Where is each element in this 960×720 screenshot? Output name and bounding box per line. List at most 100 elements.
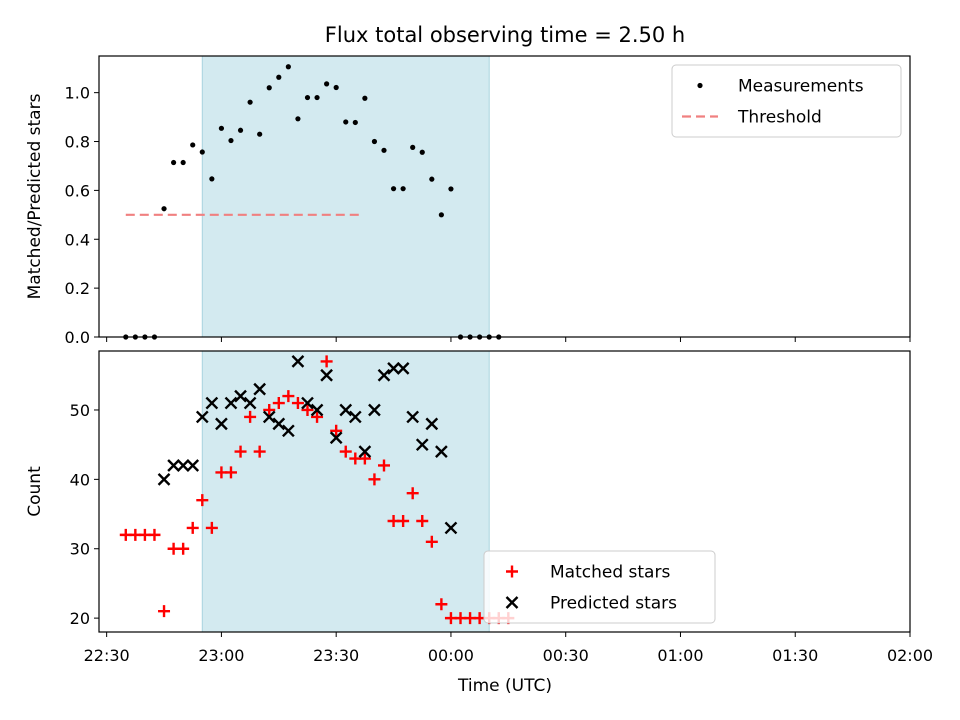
data-point: [358, 452, 371, 465]
data-point: [415, 438, 429, 452]
y-tick-label: 30: [70, 540, 90, 559]
legend-label: Matched stars: [550, 563, 670, 583]
legend: Matched stars Predicted stars: [483, 550, 716, 624]
data-point: [435, 445, 448, 458]
data-point: [348, 410, 362, 424]
data-point: [247, 99, 253, 105]
data-point: [333, 84, 339, 91]
data-point: [205, 521, 218, 534]
data-point: [263, 403, 276, 416]
data-point: [352, 119, 358, 126]
data-point: [390, 186, 397, 192]
data-point: [253, 382, 267, 396]
data-point: [425, 417, 439, 431]
x-tick-label: 02:00: [887, 646, 933, 665]
observing-window: [202, 56, 490, 337]
data-point: [329, 431, 343, 445]
y-tick-label: 1.0: [65, 84, 90, 103]
data-point: [180, 159, 186, 166]
data-point: [243, 396, 257, 410]
legend: Measurements Threshold: [671, 64, 902, 138]
legend-label: Threshold: [737, 108, 822, 128]
top-panel: 0.0 0.2 0.4 0.6 0.8 1.0 Matched/Predicted star…: [25, 55, 911, 347]
data-point: [186, 459, 200, 472]
data-point: [339, 445, 352, 458]
data-point: [301, 396, 314, 410]
data-point: [282, 390, 295, 403]
data-point: [368, 473, 381, 486]
data-point: [311, 410, 324, 423]
data-point: [257, 131, 263, 137]
data-point: [205, 396, 219, 410]
y-axis-label: Count: [25, 466, 45, 517]
data-point: [371, 138, 378, 145]
x-tick-label: 23:30: [313, 646, 359, 665]
data-point: [310, 403, 324, 417]
y-tick-label: 40: [70, 470, 90, 489]
data-point: [320, 355, 333, 368]
data-point: [190, 142, 196, 148]
bottom-panel: 20 30 40 50 22:30 23:00 23:30 00:00 00:30 01:00 01…: [25, 350, 933, 665]
data-point: [416, 514, 429, 527]
x-tick-label: 01:00: [657, 646, 703, 665]
data-point: [228, 137, 234, 144]
data-point: [295, 116, 301, 122]
legend-marker: [505, 596, 519, 609]
data-point: [253, 445, 266, 458]
data-point: [266, 85, 272, 91]
data-point: [276, 74, 282, 80]
data-point: [234, 389, 247, 403]
x-tick-label: 00:30: [543, 646, 589, 665]
y-tick-label: 50: [70, 401, 90, 420]
data-point: [272, 417, 286, 431]
data-point: [186, 521, 199, 534]
data-point: [199, 149, 205, 155]
data-point: [177, 542, 190, 555]
data-point: [406, 487, 419, 500]
x-tick-label: 23:00: [198, 646, 244, 665]
x-tick-label: 01:30: [772, 646, 818, 665]
data-point: [396, 361, 410, 375]
legend-box: [483, 550, 716, 624]
data-point: [320, 368, 333, 382]
y-tick-label: 0.8: [65, 133, 90, 152]
data-point: [429, 176, 435, 182]
data-point: [215, 417, 228, 431]
data-point: [237, 127, 244, 133]
data-point: [410, 144, 416, 150]
axes-frame: [98, 350, 911, 633]
data-point: [167, 459, 180, 472]
data-point: [419, 149, 425, 155]
data-point: [224, 396, 238, 410]
y-tick-label: 0.4: [65, 230, 90, 249]
data-point: [234, 445, 247, 458]
y-tick-label: 0.6: [65, 181, 90, 200]
legend-marker: [697, 82, 703, 89]
data-point: [368, 403, 381, 417]
data-point: [158, 605, 171, 618]
data-point: [157, 473, 171, 486]
data-point: [262, 410, 276, 424]
y-tick-label: 20: [70, 609, 90, 628]
data-point: [282, 424, 295, 438]
x-axis-label: Time (UTC): [457, 676, 552, 696]
data-point: [304, 94, 311, 101]
data-point: [224, 466, 237, 479]
data-point: [400, 186, 406, 192]
data-point: [272, 397, 285, 410]
chart-title: Flux total observing time = 2.50 h: [325, 23, 685, 47]
x-tick-label: 22:30: [84, 646, 130, 665]
data-point: [330, 424, 343, 437]
data-point: [301, 403, 314, 416]
legend-box: [671, 64, 902, 138]
data-point: [176, 459, 190, 472]
data-point: [435, 598, 448, 611]
data-point: [196, 494, 209, 507]
data-point: [358, 445, 372, 458]
y-tick-label: 0.2: [65, 279, 90, 298]
observing-window: [202, 351, 490, 632]
data-point: [339, 403, 353, 417]
data-point: [425, 535, 438, 548]
data-point: [324, 81, 330, 87]
